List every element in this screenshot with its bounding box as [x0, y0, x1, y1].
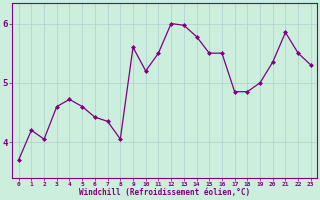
X-axis label: Windchill (Refroidissement éolien,°C): Windchill (Refroidissement éolien,°C) [79, 188, 250, 197]
